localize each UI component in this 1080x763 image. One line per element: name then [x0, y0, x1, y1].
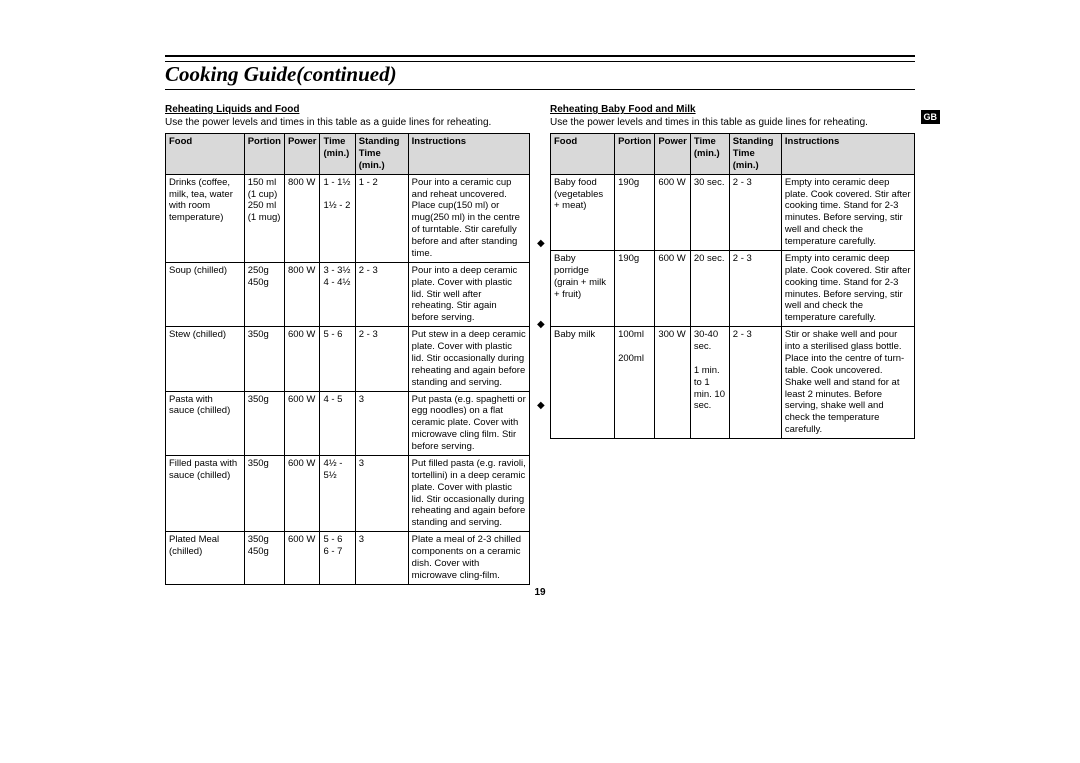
cell-time: 4 - 5 — [320, 391, 355, 455]
cell-stand: 2 - 3 — [355, 262, 408, 326]
cell-power: 800 W — [284, 262, 320, 326]
cell-instr: Put pasta (e.g. spaghetti or egg noodles… — [408, 391, 529, 455]
cell-food: Baby food (vegetables + meat) — [551, 174, 615, 250]
right-intro: Use the power levels and times in this t… — [550, 117, 915, 128]
cell-stand: 2 - 3 — [729, 174, 781, 250]
th-stand: Standing Time (min.) — [729, 134, 781, 175]
binding-holes: ◆◆◆ — [537, 238, 545, 411]
left-column: Reheating Liquids and Food Use the power… — [165, 104, 530, 585]
cell-power: 600 W — [284, 327, 320, 391]
cell-stand: 1 - 2 — [355, 174, 408, 262]
cell-time: 20 sec. — [690, 250, 729, 326]
cell-stand: 3 — [355, 455, 408, 531]
cell-instr: Put stew in a deep ceramic plate. Cover … — [408, 327, 529, 391]
cell-stand: 2 - 3 — [355, 327, 408, 391]
table-row: Plated Meal (chilled)350g450g600 W5 - 66… — [166, 532, 530, 585]
cell-food: Plated Meal (chilled) — [166, 532, 245, 585]
cell-instr: Empty into ceramic deep plate. Cook cove… — [781, 250, 914, 326]
cell-stand: 3 — [355, 391, 408, 455]
table-row: Stew (chilled)350g600 W5 - 62 - 3Put ste… — [166, 327, 530, 391]
cell-time: 30 sec. — [690, 174, 729, 250]
cell-portion: 190g — [615, 174, 655, 250]
th-food: Food — [551, 134, 615, 175]
cell-food: Drinks (coffee, milk, tea, water with ro… — [166, 174, 245, 262]
cell-power: 600 W — [284, 532, 320, 585]
table-row: Soup (chilled)250g450g800 W3 - 3½4 - 4½2… — [166, 262, 530, 326]
th-power: Power — [655, 134, 691, 175]
th-portion: Portion — [615, 134, 655, 175]
cell-portion: 350g — [244, 391, 284, 455]
cell-portion: 250g450g — [244, 262, 284, 326]
cell-instr: Pour into a ceramic cup and reheat uncov… — [408, 174, 529, 262]
cell-power: 800 W — [284, 174, 320, 262]
cell-time: 3 - 3½4 - 4½ — [320, 262, 355, 326]
cell-portion: 100ml200ml — [615, 327, 655, 439]
right-column: Reheating Baby Food and Milk Use the pow… — [550, 104, 915, 585]
cell-portion: 150 ml(1 cup)250 ml(1 mug) — [244, 174, 284, 262]
cell-time: 5 - 66 - 7 — [320, 532, 355, 585]
cell-portion: 350g — [244, 327, 284, 391]
cell-stand: 2 - 3 — [729, 250, 781, 326]
table-row: Filled pasta with sauce (chilled)350g600… — [166, 455, 530, 531]
cell-time: 1 - 1½1½ - 2 — [320, 174, 355, 262]
table-row: Baby food (vegetables + meat)190g600 W30… — [551, 174, 915, 250]
page-title: Cooking Guide(continued) — [165, 62, 915, 87]
right-heading: Reheating Baby Food and Milk — [550, 104, 915, 115]
table-row: Baby milk100ml200ml300 W30-40 sec.1 min.… — [551, 327, 915, 439]
cell-food: Baby milk — [551, 327, 615, 439]
cell-stand: 2 - 3 — [729, 327, 781, 439]
th-time: Time (min.) — [690, 134, 729, 175]
left-intro: Use the power levels and times in this t… — [165, 117, 530, 128]
left-heading: Reheating Liquids and Food — [165, 104, 530, 115]
cell-portion: 190g — [615, 250, 655, 326]
cell-time: 4½ - 5½ — [320, 455, 355, 531]
language-badge: GB — [921, 110, 941, 124]
cell-power: 600 W — [284, 455, 320, 531]
th-power: Power — [284, 134, 320, 175]
cell-instr: Empty into ceramic deep plate. Cook cove… — [781, 174, 914, 250]
cell-food: Baby porridge (grain + milk + fruit) — [551, 250, 615, 326]
cell-instr: Put filled pasta (e.g. ravioli, tortelli… — [408, 455, 529, 531]
cell-power: 600 W — [655, 174, 691, 250]
left-table: Food Portion Power Time (min.) Standing … — [165, 133, 530, 585]
cell-instr: Pour into a deep ceramic plate. Cover wi… — [408, 262, 529, 326]
cell-power: 600 W — [284, 391, 320, 455]
cell-portion: 350g — [244, 455, 284, 531]
cell-power: 600 W — [655, 250, 691, 326]
table-row: Baby porridge (grain + milk + fruit)190g… — [551, 250, 915, 326]
cell-instr: Stir or shake well and pour into a steri… — [781, 327, 914, 439]
cell-food: Soup (chilled) — [166, 262, 245, 326]
cell-portion: 350g450g — [244, 532, 284, 585]
cell-power: 300 W — [655, 327, 691, 439]
cell-food: Stew (chilled) — [166, 327, 245, 391]
th-instr: Instructions — [781, 134, 914, 175]
th-portion: Portion — [244, 134, 284, 175]
table-row: Drinks (coffee, milk, tea, water with ro… — [166, 174, 530, 262]
cell-stand: 3 — [355, 532, 408, 585]
right-table: Food Portion Power Time (min.) Standing … — [550, 133, 915, 439]
th-stand: Standing Time (min.) — [355, 134, 408, 175]
page-number: 19 — [0, 587, 1080, 598]
cell-time: 5 - 6 — [320, 327, 355, 391]
cell-time: 30-40 sec.1 min. to 1 min. 10 sec. — [690, 327, 729, 439]
cell-food: Pasta with sauce (chilled) — [166, 391, 245, 455]
th-food: Food — [166, 134, 245, 175]
cell-food: Filled pasta with sauce (chilled) — [166, 455, 245, 531]
th-instr: Instructions — [408, 134, 529, 175]
th-time: Time (min.) — [320, 134, 355, 175]
table-row: Pasta with sauce (chilled)350g600 W4 - 5… — [166, 391, 530, 455]
cell-instr: Plate a meal of 2-3 chilled components o… — [408, 532, 529, 585]
